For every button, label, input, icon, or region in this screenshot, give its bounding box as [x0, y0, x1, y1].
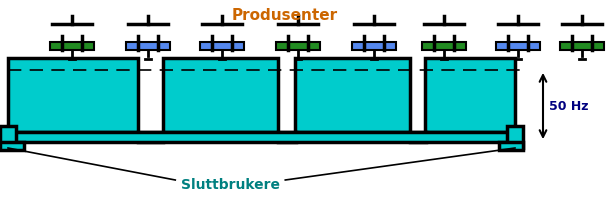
Text: Sluttbrukere: Sluttbrukere [181, 178, 280, 192]
Bar [496, 42, 540, 50]
Bar [138, 132, 163, 142]
Bar [422, 42, 466, 50]
Bar [276, 42, 320, 50]
Bar [352, 42, 396, 50]
Bar [126, 42, 170, 50]
Bar [410, 132, 426, 142]
Bar [499, 142, 523, 150]
Bar [295, 58, 410, 132]
Bar [8, 132, 515, 142]
Bar [50, 42, 94, 50]
Text: 50 Hz: 50 Hz [549, 99, 588, 113]
Bar [8, 58, 138, 132]
Bar [425, 58, 515, 132]
Bar [0, 142, 24, 150]
Text: Produsenter: Produsenter [231, 8, 338, 23]
Bar [560, 42, 604, 50]
Bar [0, 126, 16, 148]
Bar [278, 132, 296, 142]
Bar [507, 126, 523, 148]
Bar [200, 42, 244, 50]
Bar [163, 58, 278, 132]
